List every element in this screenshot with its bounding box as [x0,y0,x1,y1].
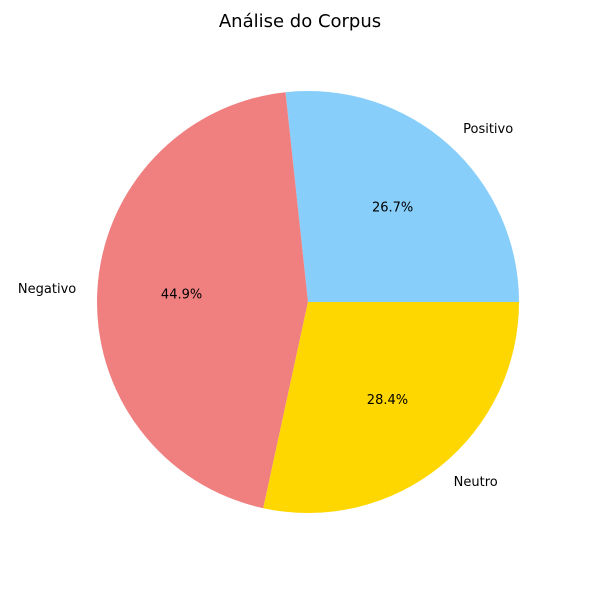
pie-slice-negativo [96,92,308,509]
pie-slice-neutro [263,302,519,514]
slice-percent-positivo: 26.7% [372,200,413,215]
pie-slice-positivo [285,91,519,302]
slice-label-neutro: Neutro [454,475,498,490]
slice-label-negativo: Negativo [18,282,76,297]
slice-percent-neutro: 28.4% [367,393,408,408]
chart-title: Análise do Corpus [219,11,381,32]
pie-labels: Positivo 26.7% Negativo 44.9% Neutro 28.4% [18,122,513,490]
slice-percent-negativo: 44.9% [161,288,202,303]
slice-label-positivo: Positivo [463,122,513,137]
pie-slices [96,91,519,514]
